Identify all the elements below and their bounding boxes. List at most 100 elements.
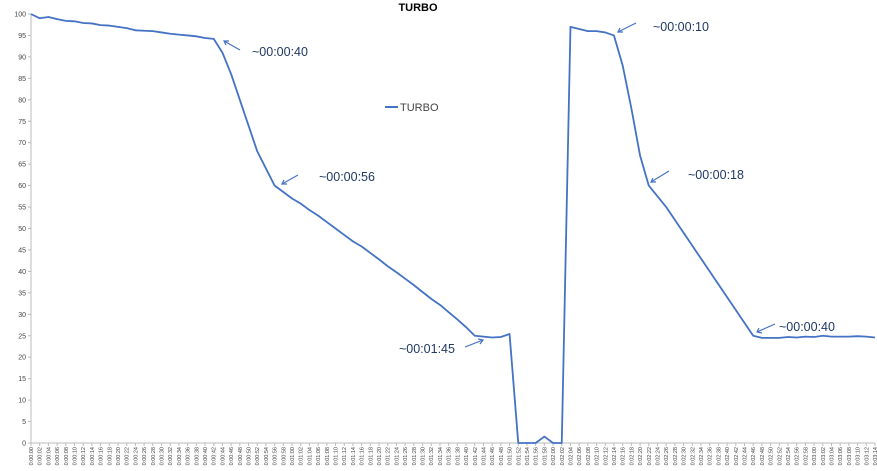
x-tick-label: 0:00:58 (281, 447, 287, 465)
x-tick-label: 0:00:54 (264, 447, 270, 465)
arrows (223, 22, 776, 348)
x-tick-label: 0:02:58 (803, 447, 809, 465)
x-tick-label: 0:00:12 (81, 447, 87, 465)
y-tick-label: 75 (18, 119, 26, 126)
x-tick-label: 0:03:00 (812, 447, 818, 465)
x-tick-label: 0:01:06 (316, 447, 322, 465)
y-tick-label: 45 (18, 247, 26, 254)
x-tick-label: 0:03:14 (873, 447, 877, 465)
annotation: ~00:00:10 (653, 20, 709, 34)
chart-title: TURBO (398, 2, 438, 14)
y-tick-label: 65 (18, 162, 26, 169)
x-tick-label: 0:01:22 (386, 447, 392, 465)
y-tick-label: 100 (14, 12, 26, 19)
x-tick-label: 0:01:34 (438, 447, 444, 465)
x-tick-label: 0:01:24 (394, 447, 400, 465)
x-tick-label: 0:02:22 (647, 447, 653, 465)
x-tick-label: 0:00:40 (203, 447, 209, 465)
x-tick-label: 0:01:00 (290, 447, 296, 465)
x-tick-label: 0:00:46 (229, 447, 235, 465)
x-tick-label: 0:02:50 (769, 447, 775, 465)
y-tick-label: 85 (18, 76, 26, 83)
x-tick-label: 0:02:52 (777, 447, 783, 465)
y-tick-label: 0 (22, 441, 26, 448)
x-tick-label: 0:00:02 (38, 447, 44, 465)
x-tick-label: 0:02:20 (638, 447, 644, 465)
x-tick-label: 0:01:08 (325, 447, 331, 465)
x-tick-label: 0:01:50 (508, 447, 514, 465)
x-tick-label: 0:00:22 (125, 447, 131, 465)
y-tick-label: 55 (18, 205, 26, 212)
x-tick-label: 0:00:20 (116, 447, 122, 465)
y-tick-label: 70 (18, 140, 26, 147)
x-tick-label: 0:02:56 (795, 447, 801, 465)
x-tick-label: 0:00:14 (90, 447, 96, 465)
x-tick-label: 0:02:26 (664, 447, 670, 465)
x-tick-label: 0:02:38 (716, 447, 722, 465)
x-tick-label: 0:02:04 (568, 447, 574, 465)
x-tick-label: 0:02:24 (655, 447, 661, 465)
x-tick-label: 0:00:32 (168, 447, 174, 465)
x-tick-label: 0:00:08 (64, 447, 70, 465)
x-tick-label: 0:01:58 (542, 447, 548, 465)
x-tick-label: 0:00:36 (186, 447, 192, 465)
x-tick-label: 0:02:32 (690, 447, 696, 465)
y-tick-label: 5 (22, 419, 26, 426)
x-tick-label: 0:02:44 (742, 447, 748, 465)
annotation: ~00:00:56 (319, 170, 375, 184)
x-tick-label: 0:01:56 (534, 447, 540, 465)
series-line (30, 13, 876, 444)
x-tick-label: 0:00:18 (107, 447, 113, 465)
x-tick-label: 0:00:00 (29, 447, 35, 465)
x-tick-label: 0:02:48 (760, 447, 766, 465)
x-tick-label: 0:01:28 (412, 447, 418, 465)
y-tick-label: 35 (18, 290, 26, 297)
x-tick-label: 0:03:02 (821, 447, 827, 465)
x-tick-label: 0:03:06 (838, 447, 844, 465)
x-tick-label: 0:00:44 (220, 447, 226, 465)
annotation: ~00:00:40 (779, 320, 835, 334)
x-tick-label: 0:02:34 (699, 447, 705, 465)
x-tick-label: 0:01:36 (447, 447, 453, 465)
x-tick-label: 0:01:40 (464, 447, 470, 465)
annotation: ~00:01:45 (399, 342, 455, 356)
x-tick-label: 0:02:42 (734, 447, 740, 465)
x-tick-label: 0:02:10 (595, 447, 601, 465)
x-tick-label: 0:03:12 (864, 447, 870, 465)
x-tick-label: 0:01:12 (342, 447, 348, 465)
y-tick-label: 90 (18, 54, 26, 61)
x-tick-label: 0:02:36 (708, 447, 714, 465)
x-tick-label: 0:02:14 (612, 447, 618, 465)
x-tick-label: 0:00:48 (238, 447, 244, 465)
annotation: ~00:00:18 (688, 168, 744, 182)
x-tick-label: 0:02:40 (725, 447, 731, 465)
x-tick-label: 0:00:42 (212, 447, 218, 465)
x-tick-label: 0:00:10 (73, 447, 79, 465)
x-tick-label: 0:00:50 (247, 447, 253, 465)
x-tick-label: 0:01:18 (368, 447, 374, 465)
x-tick-label: 0:01:54 (525, 447, 531, 465)
x-tick-label: 0:01:20 (377, 447, 383, 465)
x-tick-label: 0:02:54 (786, 447, 792, 465)
x-tick-label: 0:03:10 (856, 447, 862, 465)
x-tick-label: 0:01:52 (516, 447, 522, 465)
x-tick-label: 0:00:52 (255, 447, 261, 465)
x-tick-label: 0:00:06 (55, 447, 61, 465)
x-tick-label: 0:02:28 (673, 447, 679, 465)
x-tick-label: 0:02:02 (560, 447, 566, 465)
y-tick-label: 25 (18, 333, 26, 340)
x-tick-label: 0:01:26 (403, 447, 409, 465)
y-tick-label: 50 (18, 226, 26, 233)
x-tick-label: 0:01:30 (421, 447, 427, 465)
x-tick-label: 0:02:06 (577, 447, 583, 465)
x-tick-label: 0:02:16 (621, 447, 627, 465)
x-tick-label: 0:03:08 (847, 447, 853, 465)
annotation: ~00:00:40 (252, 45, 308, 59)
x-tick-label: 0:00:38 (194, 447, 200, 465)
x-tick-label: 0:01:38 (455, 447, 461, 465)
x-tick-label: 0:00:34 (177, 447, 183, 465)
x-tick-label: 0:02:08 (586, 447, 592, 465)
y-tick-label: 20 (18, 355, 26, 362)
y-tick-label: 10 (18, 398, 26, 405)
y-tick-label: 60 (18, 183, 26, 190)
